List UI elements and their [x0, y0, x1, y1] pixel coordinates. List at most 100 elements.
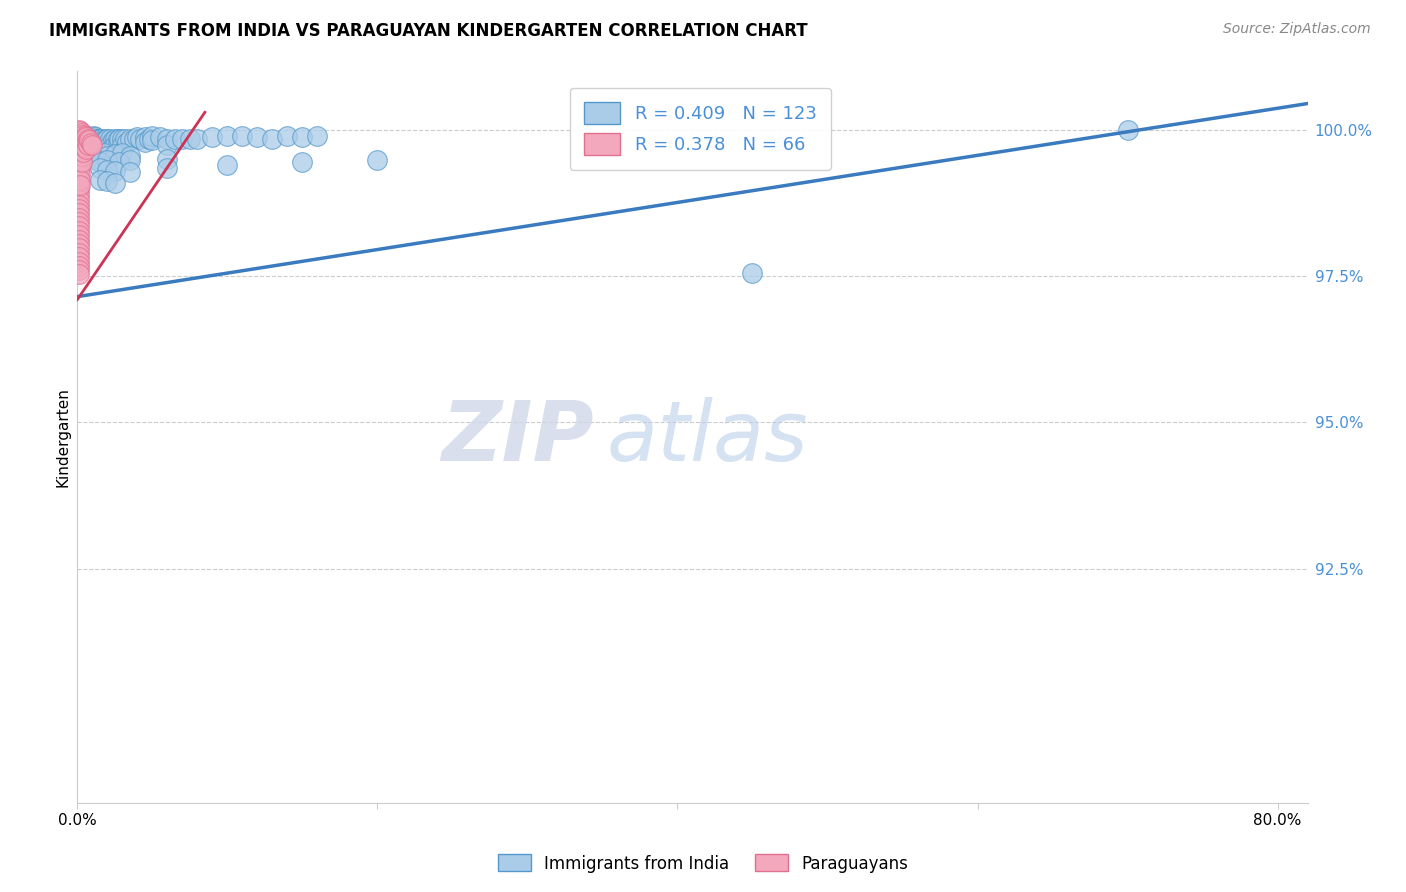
Point — [115, 135, 138, 149]
Legend: R = 0.409   N = 123, R = 0.378   N = 66: R = 0.409 N = 123, R = 0.378 N = 66 — [569, 87, 831, 169]
Point — [67, 184, 90, 198]
Point — [67, 250, 90, 264]
Point — [70, 126, 93, 140]
Point — [69, 137, 91, 152]
Point — [76, 131, 98, 145]
Point — [67, 202, 90, 216]
Point — [67, 198, 90, 212]
Point — [89, 144, 111, 158]
Point — [103, 133, 125, 147]
Point — [69, 144, 91, 158]
Point — [141, 128, 163, 143]
Point — [76, 131, 98, 145]
Point — [67, 228, 90, 243]
Point — [72, 137, 94, 152]
Point — [67, 123, 90, 137]
Point — [89, 161, 111, 175]
Point — [104, 131, 127, 145]
Point — [73, 137, 96, 152]
Point — [73, 128, 96, 143]
Point — [90, 137, 112, 152]
Point — [86, 131, 108, 145]
Point — [67, 136, 90, 150]
Point — [67, 241, 90, 255]
Point — [98, 131, 121, 145]
Point — [89, 137, 111, 152]
Point — [67, 237, 90, 252]
Point — [79, 133, 101, 147]
Point — [82, 144, 104, 158]
Point — [70, 137, 93, 152]
Point — [70, 140, 93, 154]
Point — [67, 259, 90, 273]
Point — [84, 136, 107, 150]
Point — [93, 135, 115, 149]
Point — [70, 149, 93, 163]
Point — [90, 131, 112, 145]
Point — [67, 135, 90, 149]
Point — [231, 128, 253, 143]
Point — [96, 149, 118, 163]
Point — [118, 149, 141, 163]
Point — [156, 137, 179, 152]
Point — [67, 176, 90, 190]
Point — [75, 142, 97, 156]
Point — [67, 170, 90, 185]
Point — [69, 172, 91, 186]
Point — [70, 131, 93, 145]
Point — [307, 128, 329, 143]
Point — [83, 140, 105, 154]
Point — [96, 162, 118, 177]
Point — [67, 131, 90, 145]
Point — [134, 129, 156, 144]
Point — [94, 137, 117, 152]
Point — [72, 128, 94, 143]
Point — [67, 145, 90, 160]
Point — [83, 128, 105, 143]
Point — [156, 131, 179, 145]
Text: ZIP: ZIP — [441, 397, 595, 477]
Point — [111, 137, 134, 152]
Point — [246, 129, 269, 144]
Point — [79, 133, 101, 147]
Point — [82, 129, 104, 144]
Point — [86, 137, 108, 152]
Point — [91, 139, 114, 153]
Point — [149, 129, 172, 144]
Point — [201, 129, 224, 144]
Point — [76, 137, 98, 152]
Point — [87, 131, 110, 145]
Point — [67, 153, 90, 168]
Point — [111, 131, 134, 145]
Point — [67, 158, 90, 172]
Point — [104, 137, 127, 152]
Point — [67, 206, 90, 220]
Point — [366, 153, 388, 168]
Point — [108, 131, 131, 145]
Point — [96, 131, 118, 145]
Point — [104, 164, 127, 178]
Point — [69, 133, 91, 147]
Point — [69, 149, 91, 163]
Point — [67, 233, 90, 247]
Point — [76, 128, 98, 143]
Point — [67, 137, 90, 152]
Point — [67, 128, 90, 143]
Point — [186, 131, 208, 145]
Point — [69, 128, 91, 143]
Point — [69, 178, 91, 193]
Point — [276, 128, 298, 143]
Point — [93, 140, 115, 154]
Point — [67, 215, 90, 229]
Point — [70, 131, 93, 145]
Point — [67, 188, 90, 202]
Point — [67, 140, 90, 154]
Point — [75, 129, 97, 144]
Point — [107, 137, 129, 152]
Point — [84, 129, 107, 144]
Point — [103, 139, 125, 153]
Point — [72, 133, 94, 147]
Point — [89, 172, 111, 186]
Point — [70, 137, 93, 152]
Point — [134, 135, 156, 149]
